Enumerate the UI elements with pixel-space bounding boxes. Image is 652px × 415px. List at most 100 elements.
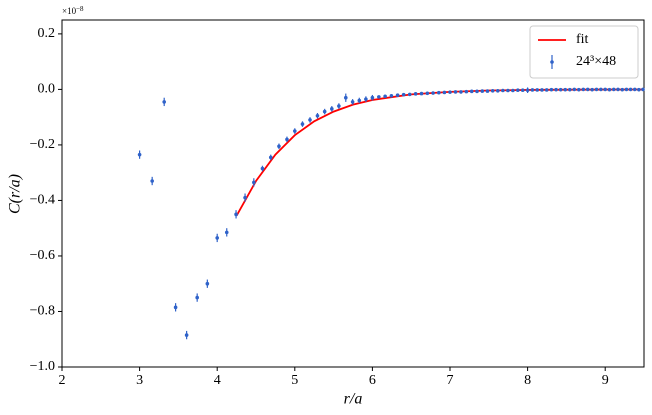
data-point bbox=[632, 87, 637, 92]
data-point bbox=[293, 129, 297, 133]
legend-box bbox=[529, 25, 639, 79]
data-point bbox=[620, 87, 625, 92]
y-tick-label: 0.0 bbox=[38, 82, 56, 97]
data-point bbox=[205, 281, 210, 286]
data-point bbox=[453, 90, 458, 94]
data-point bbox=[448, 90, 452, 94]
data-point bbox=[350, 100, 355, 104]
y-tick-label: −1.0 bbox=[30, 359, 55, 374]
legend-swatch-dot bbox=[550, 60, 554, 64]
data-point bbox=[464, 89, 469, 94]
legend: fit 24³×48 bbox=[529, 25, 639, 79]
data-point bbox=[637, 87, 641, 92]
data-point bbox=[607, 87, 612, 92]
data-point bbox=[343, 95, 348, 100]
data-point bbox=[475, 89, 479, 94]
data-point bbox=[525, 88, 530, 93]
data-point bbox=[330, 107, 334, 111]
x-tick-label: 4 bbox=[214, 373, 221, 388]
data-point bbox=[442, 90, 447, 95]
data-point bbox=[535, 88, 540, 92]
y-offset-exponent: −8 bbox=[76, 5, 84, 13]
data-point bbox=[243, 195, 247, 200]
data-point bbox=[401, 92, 406, 97]
y-tick-label: −0.4 bbox=[30, 193, 55, 208]
data-point bbox=[490, 88, 495, 93]
data-point bbox=[506, 88, 510, 93]
x-tick-label: 2 bbox=[59, 373, 66, 388]
data-point bbox=[322, 109, 327, 114]
data-point bbox=[268, 155, 273, 160]
data-point bbox=[624, 87, 629, 92]
x-tick-label: 8 bbox=[524, 373, 531, 388]
y-tick-label: −0.2 bbox=[30, 137, 55, 152]
data-point bbox=[364, 97, 368, 101]
data-point bbox=[173, 305, 178, 310]
data-point bbox=[300, 122, 305, 126]
legend-label: 24³×48 bbox=[576, 54, 616, 69]
data-point bbox=[616, 87, 620, 92]
y-tick-label: −0.6 bbox=[30, 248, 55, 263]
fit-line bbox=[235, 88, 645, 217]
data-point bbox=[260, 166, 265, 171]
data-point bbox=[558, 87, 563, 92]
data-point bbox=[407, 92, 412, 97]
data-point bbox=[520, 88, 525, 93]
x-tick-label: 3 bbox=[136, 373, 143, 388]
data-point bbox=[530, 88, 535, 92]
data-point bbox=[184, 333, 189, 337]
data-point bbox=[413, 92, 418, 96]
data-point bbox=[577, 87, 581, 92]
data-point bbox=[419, 91, 424, 96]
y-offset: ×10−8 bbox=[62, 5, 84, 16]
data-point bbox=[162, 100, 166, 104]
data-point bbox=[594, 87, 599, 92]
x-tick-label: 9 bbox=[602, 373, 609, 388]
y-tick-label: 0.2 bbox=[38, 26, 56, 41]
data-point bbox=[234, 212, 238, 217]
data-point bbox=[195, 295, 199, 300]
data-point bbox=[501, 88, 505, 93]
y-axis-label: C(r/a) bbox=[7, 174, 24, 214]
data-point bbox=[572, 87, 577, 92]
data-point bbox=[308, 118, 312, 122]
data-point bbox=[459, 90, 463, 94]
data-point bbox=[540, 88, 544, 92]
data-point bbox=[611, 87, 616, 92]
data-point bbox=[425, 91, 430, 96]
data-point bbox=[377, 95, 381, 99]
data-point bbox=[599, 87, 603, 92]
data-point bbox=[224, 230, 229, 235]
data-point bbox=[554, 87, 558, 92]
data-point bbox=[389, 93, 394, 98]
data-point bbox=[150, 179, 154, 183]
data-point bbox=[383, 94, 387, 99]
data-point bbox=[315, 113, 320, 118]
data-point bbox=[603, 87, 607, 92]
data-point bbox=[563, 87, 568, 92]
plot-frame bbox=[61, 19, 645, 368]
data-point bbox=[544, 88, 549, 92]
y-offset-base: ×10 bbox=[62, 6, 77, 16]
data-point bbox=[485, 89, 490, 93]
data-point bbox=[511, 88, 515, 93]
data-point bbox=[285, 137, 289, 142]
data-point bbox=[431, 91, 435, 95]
data-point bbox=[277, 144, 281, 149]
data-point bbox=[215, 236, 219, 240]
x-axis-label: r/a bbox=[344, 391, 363, 408]
data-point bbox=[641, 87, 645, 92]
x-tick-label: 6 bbox=[369, 373, 376, 388]
data-point bbox=[549, 87, 554, 92]
data-point bbox=[337, 104, 341, 108]
data-point bbox=[585, 87, 590, 92]
data-point bbox=[590, 87, 594, 92]
x-tick-label: 5 bbox=[291, 373, 298, 388]
data-point bbox=[480, 89, 485, 93]
data-point bbox=[357, 98, 362, 103]
data-point bbox=[252, 180, 256, 185]
data-point bbox=[628, 87, 633, 92]
x-tick-label: 7 bbox=[447, 373, 454, 388]
y-tick-label: −0.8 bbox=[30, 304, 55, 319]
